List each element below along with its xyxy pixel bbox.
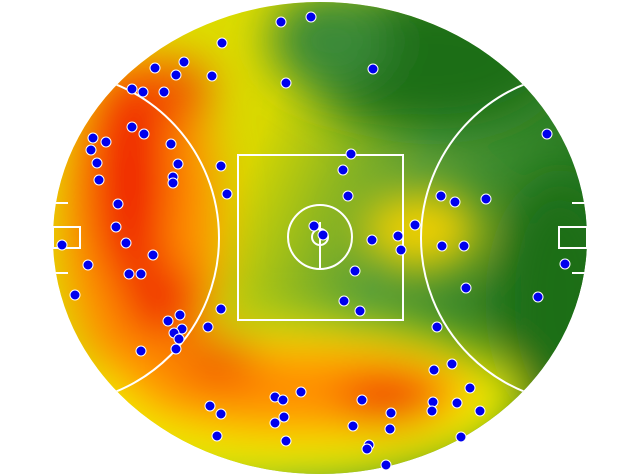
point bbox=[295, 386, 307, 398]
point bbox=[170, 69, 182, 81]
point bbox=[345, 148, 357, 160]
point bbox=[436, 240, 448, 252]
point bbox=[137, 86, 149, 98]
point bbox=[338, 295, 350, 307]
point bbox=[206, 70, 218, 82]
point bbox=[167, 177, 179, 189]
point bbox=[216, 37, 228, 49]
point bbox=[170, 343, 182, 355]
point bbox=[308, 220, 320, 232]
point bbox=[221, 188, 233, 200]
point bbox=[93, 174, 105, 186]
point bbox=[385, 407, 397, 419]
point bbox=[91, 157, 103, 169]
point bbox=[354, 305, 366, 317]
point bbox=[174, 309, 186, 321]
point bbox=[204, 400, 216, 412]
point bbox=[559, 258, 571, 270]
point bbox=[392, 230, 404, 242]
point bbox=[162, 315, 174, 327]
point bbox=[356, 394, 368, 406]
point bbox=[82, 259, 94, 271]
point bbox=[455, 431, 467, 443]
point bbox=[480, 193, 492, 205]
point bbox=[458, 240, 470, 252]
point bbox=[532, 291, 544, 303]
point bbox=[138, 128, 150, 140]
point bbox=[347, 420, 359, 432]
point bbox=[474, 405, 486, 417]
point bbox=[110, 221, 122, 233]
point bbox=[277, 394, 289, 406]
point bbox=[87, 132, 99, 144]
point bbox=[366, 234, 378, 246]
point bbox=[215, 160, 227, 172]
point bbox=[451, 397, 463, 409]
point bbox=[123, 268, 135, 280]
point bbox=[427, 396, 439, 408]
point bbox=[317, 229, 329, 241]
point bbox=[349, 265, 361, 277]
point bbox=[135, 268, 147, 280]
point bbox=[100, 136, 112, 148]
point bbox=[135, 345, 147, 357]
point bbox=[149, 62, 161, 74]
point bbox=[380, 459, 392, 471]
point bbox=[541, 128, 553, 140]
point bbox=[280, 435, 292, 447]
point bbox=[460, 282, 472, 294]
point bbox=[126, 83, 138, 95]
point bbox=[56, 239, 68, 251]
point bbox=[120, 237, 132, 249]
point bbox=[342, 190, 354, 202]
point bbox=[464, 382, 476, 394]
point bbox=[173, 333, 185, 345]
point bbox=[165, 138, 177, 150]
point bbox=[211, 430, 223, 442]
point bbox=[112, 198, 124, 210]
point bbox=[158, 86, 170, 98]
point bbox=[126, 121, 138, 133]
point bbox=[278, 411, 290, 423]
point bbox=[172, 158, 184, 170]
point bbox=[395, 244, 407, 256]
point bbox=[147, 249, 159, 261]
point bbox=[361, 443, 373, 455]
point bbox=[435, 190, 447, 202]
point bbox=[69, 289, 81, 301]
point bbox=[449, 196, 461, 208]
point bbox=[431, 321, 443, 333]
point bbox=[428, 364, 440, 376]
point bbox=[367, 63, 379, 75]
point bbox=[446, 358, 458, 370]
point bbox=[409, 219, 421, 231]
point bbox=[275, 16, 287, 28]
point bbox=[305, 11, 317, 23]
point bbox=[215, 408, 227, 420]
point bbox=[85, 144, 97, 156]
point bbox=[178, 56, 190, 68]
point bbox=[202, 321, 214, 333]
point bbox=[426, 405, 438, 417]
point bbox=[384, 423, 396, 435]
point bbox=[280, 77, 292, 89]
point bbox=[337, 164, 349, 176]
point bbox=[215, 303, 227, 315]
point bbox=[269, 417, 281, 429]
